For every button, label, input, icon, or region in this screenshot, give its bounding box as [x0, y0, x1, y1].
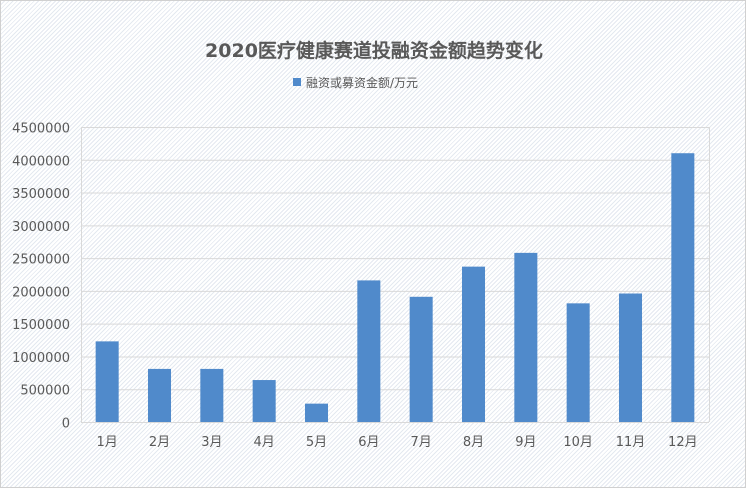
y-tick-label: 3000000: [12, 220, 70, 235]
x-tick-label: 10月: [563, 435, 593, 450]
y-tick-label: 2000000: [12, 285, 70, 300]
bar-6月: [357, 280, 381, 422]
bar-9月: [514, 252, 538, 422]
y-tick-label: 3500000: [12, 187, 70, 202]
x-tick-label: 2月: [149, 435, 170, 450]
y-tick-label: 2500000: [12, 253, 70, 268]
x-tick-label: 4月: [254, 435, 275, 450]
x-tick-label: 3月: [201, 435, 222, 450]
y-tick-label: 1500000: [12, 318, 70, 333]
y-tick-label: 1000000: [12, 351, 70, 366]
x-tick-label: 8月: [463, 435, 484, 450]
x-tick-label: 12月: [668, 435, 698, 450]
bar-2月: [147, 368, 172, 422]
legend: 融资或募资金额/万元: [293, 75, 418, 90]
legend-label: 融资或募资金额/万元: [306, 75, 418, 90]
x-tick-label: 9月: [515, 435, 536, 450]
x-tick-label: 1月: [97, 435, 118, 450]
legend-swatch: [293, 78, 301, 86]
bar-12月: [671, 153, 695, 422]
x-tick-label: 7月: [411, 435, 432, 450]
y-tick-label: 4000000: [12, 154, 70, 169]
chart-title: 2020医疗健康赛道投融资金额趋势变化: [205, 39, 543, 62]
x-tick-label: 5月: [306, 435, 327, 450]
bar-10月: [566, 303, 590, 422]
bar-5月: [304, 403, 329, 422]
bar-3月: [200, 368, 224, 422]
y-tick-label: 4500000: [12, 122, 70, 137]
bar-4月: [252, 380, 276, 422]
bar-8月: [461, 266, 486, 422]
y-tick-label: 0: [62, 417, 70, 432]
bar-11月: [618, 293, 643, 422]
bar-7月: [409, 296, 433, 422]
y-tick-label: 500000: [20, 384, 70, 399]
x-tick-label: 6月: [358, 435, 379, 450]
x-tick-label: 11月: [616, 435, 646, 450]
bar-1月: [95, 341, 119, 422]
